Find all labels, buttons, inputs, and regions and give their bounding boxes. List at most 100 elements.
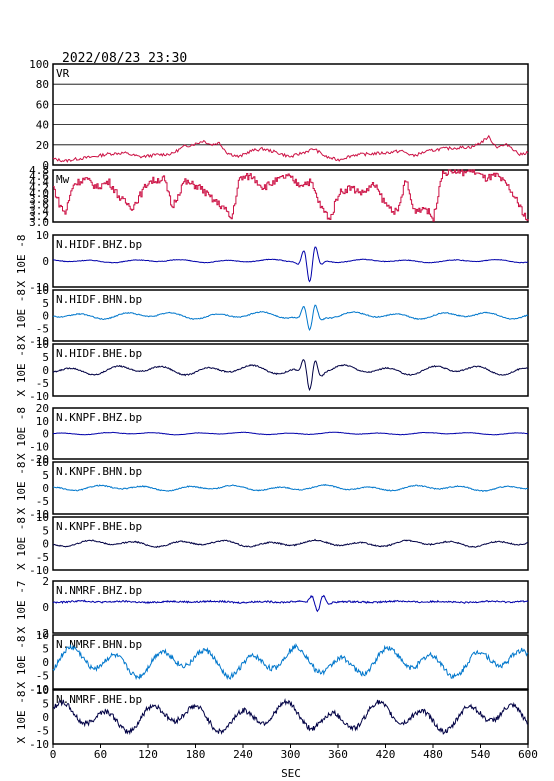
- y-tick-label: 5: [42, 698, 49, 711]
- panel-label: Mw: [56, 173, 70, 186]
- y-tick-label: 10: [36, 415, 49, 428]
- y-tick-label: 2: [42, 575, 49, 588]
- x-tick-label: 0: [50, 748, 57, 761]
- y-tick-label: 0: [42, 310, 49, 323]
- trace-line: [52, 246, 529, 283]
- x-tick-label: 540: [471, 748, 491, 761]
- y-tick-label: -10: [29, 440, 49, 453]
- x-tick-label: 420: [376, 748, 396, 761]
- y-tick-label: 5: [42, 643, 49, 656]
- y-tick-label: -5: [36, 670, 49, 683]
- x-tick-label: 300: [281, 748, 301, 761]
- y-tick-label: 0: [42, 538, 49, 551]
- figure-timestamp: 2022/08/23 23:30: [62, 51, 187, 66]
- y-axis-scale-label: X 10E -8: [15, 289, 28, 342]
- panel-frame: [52, 63, 529, 166]
- y-tick-label: 80: [36, 78, 49, 91]
- trace-panel-9: 2 0 -2 X 10E -7 N.NMRF.BHZ.bp: [15, 575, 529, 640]
- y-tick-label: 10: [36, 229, 49, 242]
- y-tick-label: 0: [42, 159, 49, 172]
- panel-frame: [52, 343, 529, 397]
- trace-panel-2: 4.84.64.44.24.03.83.63.43.23.0 Mw: [29, 164, 529, 229]
- y-tick-label: 5: [42, 524, 49, 537]
- y-axis-scale-label: X 10E -8: [15, 691, 28, 744]
- panel-frame: [52, 461, 529, 515]
- y-tick-label: 10: [36, 629, 49, 642]
- y-tick-label: 60: [36, 98, 49, 111]
- y-tick-label: -10: [29, 564, 49, 577]
- y-axis-scale-label: X 10E -8: [15, 462, 28, 515]
- y-tick-label: -10: [29, 738, 49, 751]
- y-tick-label: -5: [36, 551, 49, 564]
- y-tick-label: 0: [42, 482, 49, 495]
- panel-frame: [52, 516, 529, 571]
- trace-line: [52, 359, 528, 392]
- y-axis-scale-label: X 10E -7: [15, 581, 28, 634]
- y-axis-scale-label: X 10E -8: [15, 407, 28, 460]
- panel-label: VR: [56, 67, 70, 80]
- y-axis-scale-label: X 10E -8: [15, 235, 28, 288]
- panel-label: N.NMRF.BHN.bp: [56, 638, 142, 651]
- y-tick-label: 20: [36, 402, 49, 415]
- y-tick-label: 40: [36, 119, 49, 132]
- x-tick-label: 240: [233, 748, 253, 761]
- trace-line: [52, 483, 529, 493]
- y-tick-label: 5: [42, 297, 49, 310]
- panel-label: N.KNPF.BHZ.bp: [56, 411, 142, 424]
- y-tick-label: 0: [42, 711, 49, 724]
- trace-panel-1: 100 80 60 40 20 0 VR: [29, 58, 529, 172]
- panel-label: N.KNPF.BHE.bp: [56, 520, 142, 533]
- trace-line: [52, 538, 529, 549]
- trace-line: [52, 698, 529, 736]
- x-tick-label: 600: [518, 748, 538, 761]
- y-tick-label: -2: [36, 627, 49, 640]
- x-tick-label: 120: [138, 748, 158, 761]
- panel-stack: 100806040200VR4.84.64.44.24.03.83.63.43.…: [15, 58, 529, 751]
- panel-frame: [52, 580, 529, 634]
- trace-line: [52, 594, 529, 613]
- x-tick-label: 360: [328, 748, 348, 761]
- y-tick-label: 4.4: [29, 176, 49, 189]
- y-tick-label: 3.0: [29, 216, 49, 229]
- x-axis-label: SEC: [281, 767, 301, 780]
- panel-frame: [52, 234, 529, 288]
- y-tick-label: -10: [29, 335, 49, 348]
- y-tick-label: -5: [36, 377, 49, 390]
- x-axis: 0 60 120 180 240 300 360 420 480 540 600: [50, 744, 538, 761]
- y-tick-label: 3.2: [29, 210, 49, 223]
- trace-line: [52, 431, 528, 436]
- y-tick-label: 10: [36, 456, 49, 469]
- x-tick-label: 180: [186, 748, 206, 761]
- y-axis-scale-label: X 10E -8: [15, 517, 28, 570]
- y-tick-label: 0: [42, 601, 49, 614]
- y-tick-label: 3.4: [29, 204, 49, 217]
- y-tick-label: 0: [42, 428, 49, 441]
- panel-label: N.KNPF.BHN.bp: [56, 465, 142, 478]
- panel-label: N.HIDF.BHZ.bp: [56, 238, 142, 251]
- y-tick-label: 0: [42, 656, 49, 669]
- panel-label: N.NMRF.BHE.bp: [56, 693, 142, 706]
- panel-label: N.HIDF.BHN.bp: [56, 293, 142, 306]
- y-tick-label: -10: [29, 390, 49, 403]
- y-tick-label: 0: [42, 255, 49, 268]
- trace-line: [52, 134, 529, 163]
- y-tick-label: -20: [29, 453, 49, 466]
- y-tick-label: 4.8: [29, 164, 49, 177]
- panel-frame: [52, 634, 529, 690]
- y-tick-label: 20: [36, 139, 49, 152]
- y-tick-label: -10: [29, 508, 49, 521]
- y-tick-label: 5: [42, 469, 49, 482]
- y-tick-label: 5: [42, 351, 49, 364]
- y-tick-label: 3.8: [29, 193, 49, 206]
- y-tick-label: 10: [36, 684, 49, 697]
- y-axis-scale-label: X 10E -8: [15, 636, 28, 689]
- trace-panel-3: 10 0 -10X 10E -8 N.HIDF.BHZ.bp: [15, 229, 529, 294]
- y-tick-label: 10: [36, 284, 49, 297]
- trace-line: [52, 643, 529, 681]
